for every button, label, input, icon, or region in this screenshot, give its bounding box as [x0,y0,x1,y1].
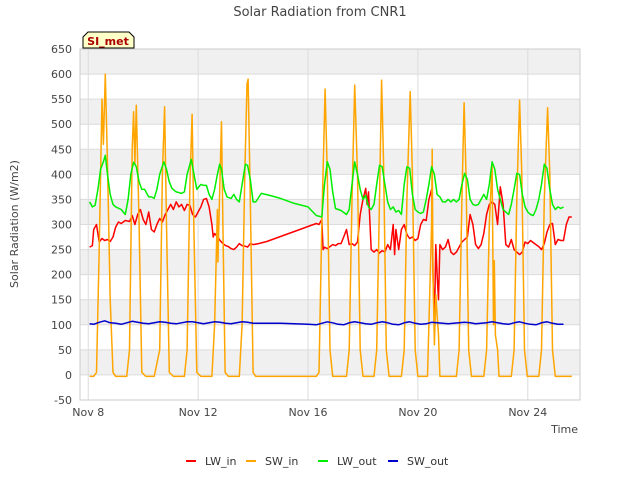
y-tick-label: 100 [51,319,72,332]
x-tick-label: Nov 12 [179,406,218,419]
y-tick-label: 50 [58,344,72,357]
x-tick-label: Nov 20 [398,406,437,419]
y-tick-label: 200 [51,269,72,282]
y-tick-label: 550 [51,93,72,106]
legend-label: SW_in [265,455,298,468]
y-tick-label: 300 [51,219,72,232]
legend-label: SW_out [407,455,449,468]
series-line-sw_in [89,73,572,378]
y-tick-label: 400 [51,168,72,181]
x-tick-label: Nov 16 [289,406,328,419]
y-axis-label: Solar Radiation (W/m2) [8,160,21,288]
y-tick-label: 0 [65,369,72,382]
y-tick-label: 600 [51,68,72,81]
y-tick-label: 650 [51,43,72,56]
x-axis-ticks: Nov 8 Nov 12 Nov 16 Nov 20 Nov 24 [72,406,547,419]
y-tick-label: -50 [54,394,72,407]
grid-band [80,99,580,125]
station-badge: SI_met [82,31,135,49]
x-tick-label: Nov 24 [508,406,547,419]
series-line-lw_out [88,154,564,218]
legend: LW_in SW_in LW_out SW_out [186,455,449,468]
series-lines [88,73,572,378]
series-line-sw_out [89,320,564,326]
y-tick-label: 350 [51,193,72,206]
x-axis-label: Time [550,423,578,436]
grid-band [80,249,580,275]
grid-band [80,49,580,75]
y-tick-label: 250 [51,244,72,257]
x-tick-label: Nov 8 [72,406,104,419]
y-tick-label: 150 [51,294,72,307]
legend-label: LW_out [337,455,377,468]
y-tick-label: 500 [51,118,72,131]
y-axis-ticks: -50 0 50 100 150 200 250 300 350 400 450 500 550 600 6… [51,43,72,407]
legend-label: LW_in [205,455,237,468]
station-badge-label: SI_met [87,35,129,48]
grid-lines [79,48,581,401]
plot-border [79,48,581,401]
chart-title: Solar Radiation from CNR1 [233,5,406,20]
y-tick-label: 450 [51,143,72,156]
